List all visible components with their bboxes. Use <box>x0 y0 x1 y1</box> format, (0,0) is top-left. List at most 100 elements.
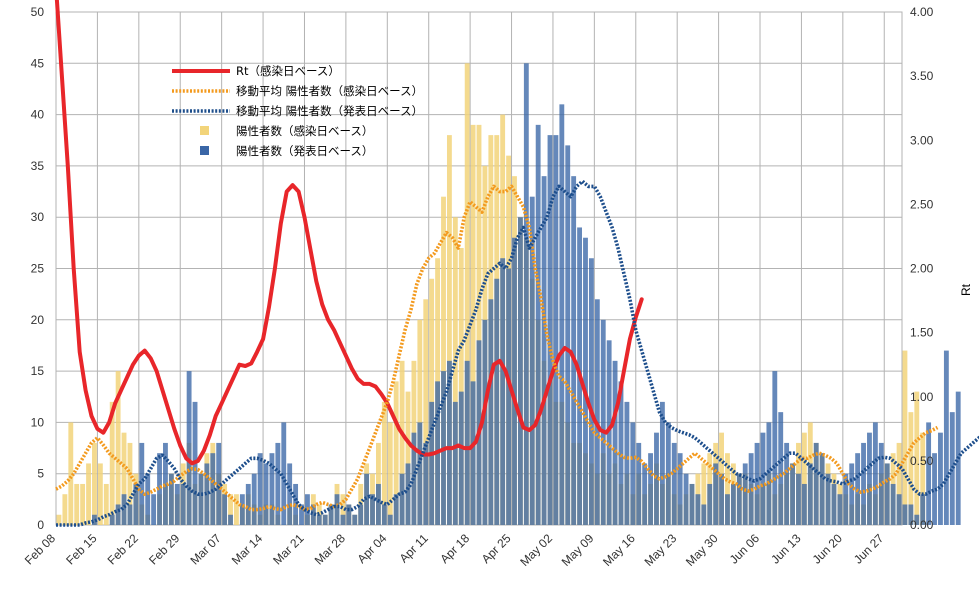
bar <box>157 453 162 525</box>
bar <box>103 483 109 525</box>
bar <box>884 463 890 525</box>
bar <box>275 442 281 525</box>
bar <box>180 483 186 525</box>
bar <box>186 371 192 525</box>
bar <box>281 422 287 525</box>
bar <box>109 514 115 525</box>
bar <box>97 463 103 525</box>
bar <box>772 371 778 525</box>
bar <box>334 494 340 525</box>
bar <box>251 473 257 525</box>
legend-label: Rt（感染日ベース） <box>236 64 340 78</box>
bar <box>228 514 233 525</box>
bar <box>452 401 458 525</box>
bar <box>908 504 914 525</box>
bar <box>340 494 346 525</box>
bar <box>612 360 618 525</box>
bar <box>878 442 884 525</box>
bar <box>896 442 902 525</box>
bar <box>659 401 665 525</box>
bar <box>796 473 801 525</box>
bar <box>920 432 926 525</box>
bar <box>695 494 701 525</box>
bar <box>742 463 748 525</box>
bar <box>807 463 813 525</box>
bar <box>115 371 121 525</box>
legend: Rt（感染日ベース） 移動平均 陽性者数（感染日ベース） 移動平均 陽性者数（発表日… <box>172 64 423 158</box>
bar <box>68 422 74 525</box>
bar <box>340 514 346 525</box>
bar <box>139 442 145 525</box>
bar <box>677 453 683 525</box>
right-tick-label: 1.50 <box>910 326 934 340</box>
bar <box>464 360 470 525</box>
bar <box>133 483 139 525</box>
bar <box>429 401 435 525</box>
bar <box>517 217 523 525</box>
bar <box>642 463 648 525</box>
bar <box>405 391 411 525</box>
left-tick-label: 25 <box>31 262 45 276</box>
right-tick-label: 0.00 <box>910 518 934 532</box>
bar <box>719 473 724 525</box>
bar <box>376 483 381 525</box>
bar <box>849 463 855 525</box>
bar <box>476 124 482 526</box>
bar <box>452 217 458 525</box>
bar <box>801 483 807 525</box>
bar <box>393 381 399 525</box>
bar <box>867 432 872 525</box>
bar <box>671 442 677 525</box>
bar <box>547 135 553 525</box>
lines-group <box>54 0 979 527</box>
bar <box>121 432 127 525</box>
left-tick-label: 40 <box>31 108 45 122</box>
legend-label: 陽性者数（発表日ベース） <box>236 144 373 158</box>
left-tick-label: 50 <box>31 5 45 19</box>
bar <box>932 453 937 525</box>
bar <box>872 422 878 525</box>
bar <box>949 412 955 525</box>
bar <box>423 299 429 525</box>
series-line <box>56 179 979 527</box>
bar <box>470 124 476 526</box>
series-line <box>54 0 644 466</box>
legend-label: 陽性者数（感染日ベース） <box>236 124 373 138</box>
bar <box>571 176 577 525</box>
bar <box>127 442 133 525</box>
left-tick-label: 45 <box>31 56 45 70</box>
bar <box>370 494 375 525</box>
bar <box>689 483 695 525</box>
bar <box>62 494 68 525</box>
bar <box>352 514 358 525</box>
bar <box>488 299 494 525</box>
bar <box>760 432 766 525</box>
bar <box>701 504 707 525</box>
bar <box>730 483 736 525</box>
bar <box>565 145 571 525</box>
bar <box>387 422 393 525</box>
bar <box>322 514 328 525</box>
bar <box>399 360 405 525</box>
bar <box>399 473 405 525</box>
bar <box>458 247 464 526</box>
bar <box>222 494 228 525</box>
left-tick-label: 30 <box>31 210 45 224</box>
bar <box>725 453 730 525</box>
bar <box>393 494 399 525</box>
right-tick-label: 3.00 <box>910 133 934 147</box>
bar <box>837 494 843 525</box>
bar <box>263 463 269 525</box>
bar <box>831 483 837 525</box>
bar <box>163 442 168 525</box>
bar <box>121 494 127 525</box>
bar <box>56 514 62 525</box>
bar <box>914 514 920 525</box>
bar <box>494 278 500 525</box>
bar <box>228 494 233 525</box>
bar <box>127 504 133 525</box>
right-tick-label: 0.50 <box>910 454 934 468</box>
bar <box>535 124 541 526</box>
bar <box>216 442 222 525</box>
bar <box>86 463 91 525</box>
